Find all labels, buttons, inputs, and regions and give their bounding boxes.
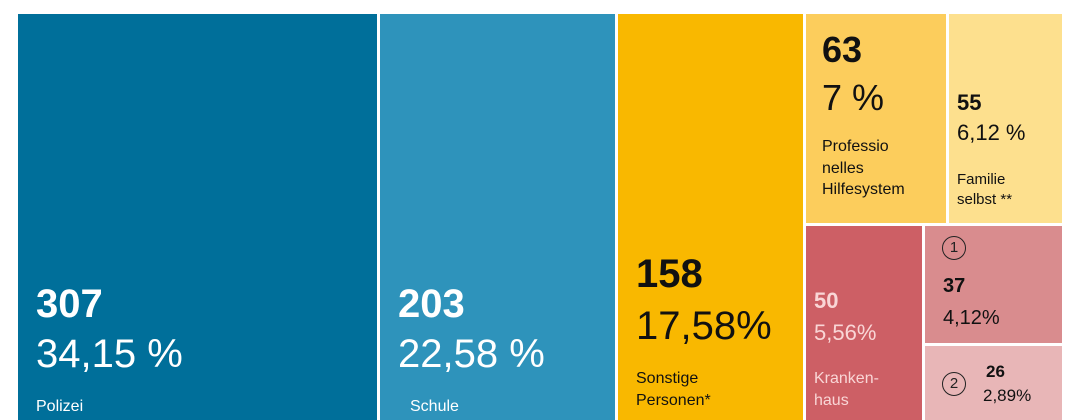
treemap-cell xyxy=(806,14,946,223)
share-label: 34,15 % xyxy=(36,332,183,376)
category-label: Polizei xyxy=(36,398,84,415)
value-label: 26 xyxy=(986,362,1005,381)
share-label: 5,56% xyxy=(814,320,877,345)
share-label: 17,58% xyxy=(636,304,772,348)
treemap-cell xyxy=(806,226,922,420)
category-label: Schule xyxy=(410,398,459,415)
share-label: 22,58 % xyxy=(398,332,545,376)
value-label: 307 xyxy=(36,282,103,326)
share-label: 2,89% xyxy=(983,386,1032,405)
share-label: 4,12% xyxy=(943,307,1000,329)
value-label: 63 xyxy=(822,29,863,70)
category-label: Sonstige Personen* xyxy=(636,370,711,409)
value-label: 55 xyxy=(957,90,982,115)
category-label: Professio nelles Hilfesystem xyxy=(822,138,905,199)
treemap-cell xyxy=(618,14,803,420)
treemap-cell xyxy=(949,14,1062,223)
value-label: 158 xyxy=(636,252,703,296)
category-label: Familie selbst ** xyxy=(957,171,1013,209)
value-label: 203 xyxy=(398,282,465,326)
value-label: 37 xyxy=(943,275,966,297)
share-label: 7 % xyxy=(822,77,885,118)
treemap-cell xyxy=(380,14,615,420)
value-label: 50 xyxy=(814,288,839,313)
share-label: 6,12 % xyxy=(957,120,1026,145)
category-label: Kranken- haus xyxy=(814,370,879,409)
treemap-cell xyxy=(18,14,377,420)
marker: 2 xyxy=(942,372,966,396)
marker: 1 xyxy=(942,236,966,260)
